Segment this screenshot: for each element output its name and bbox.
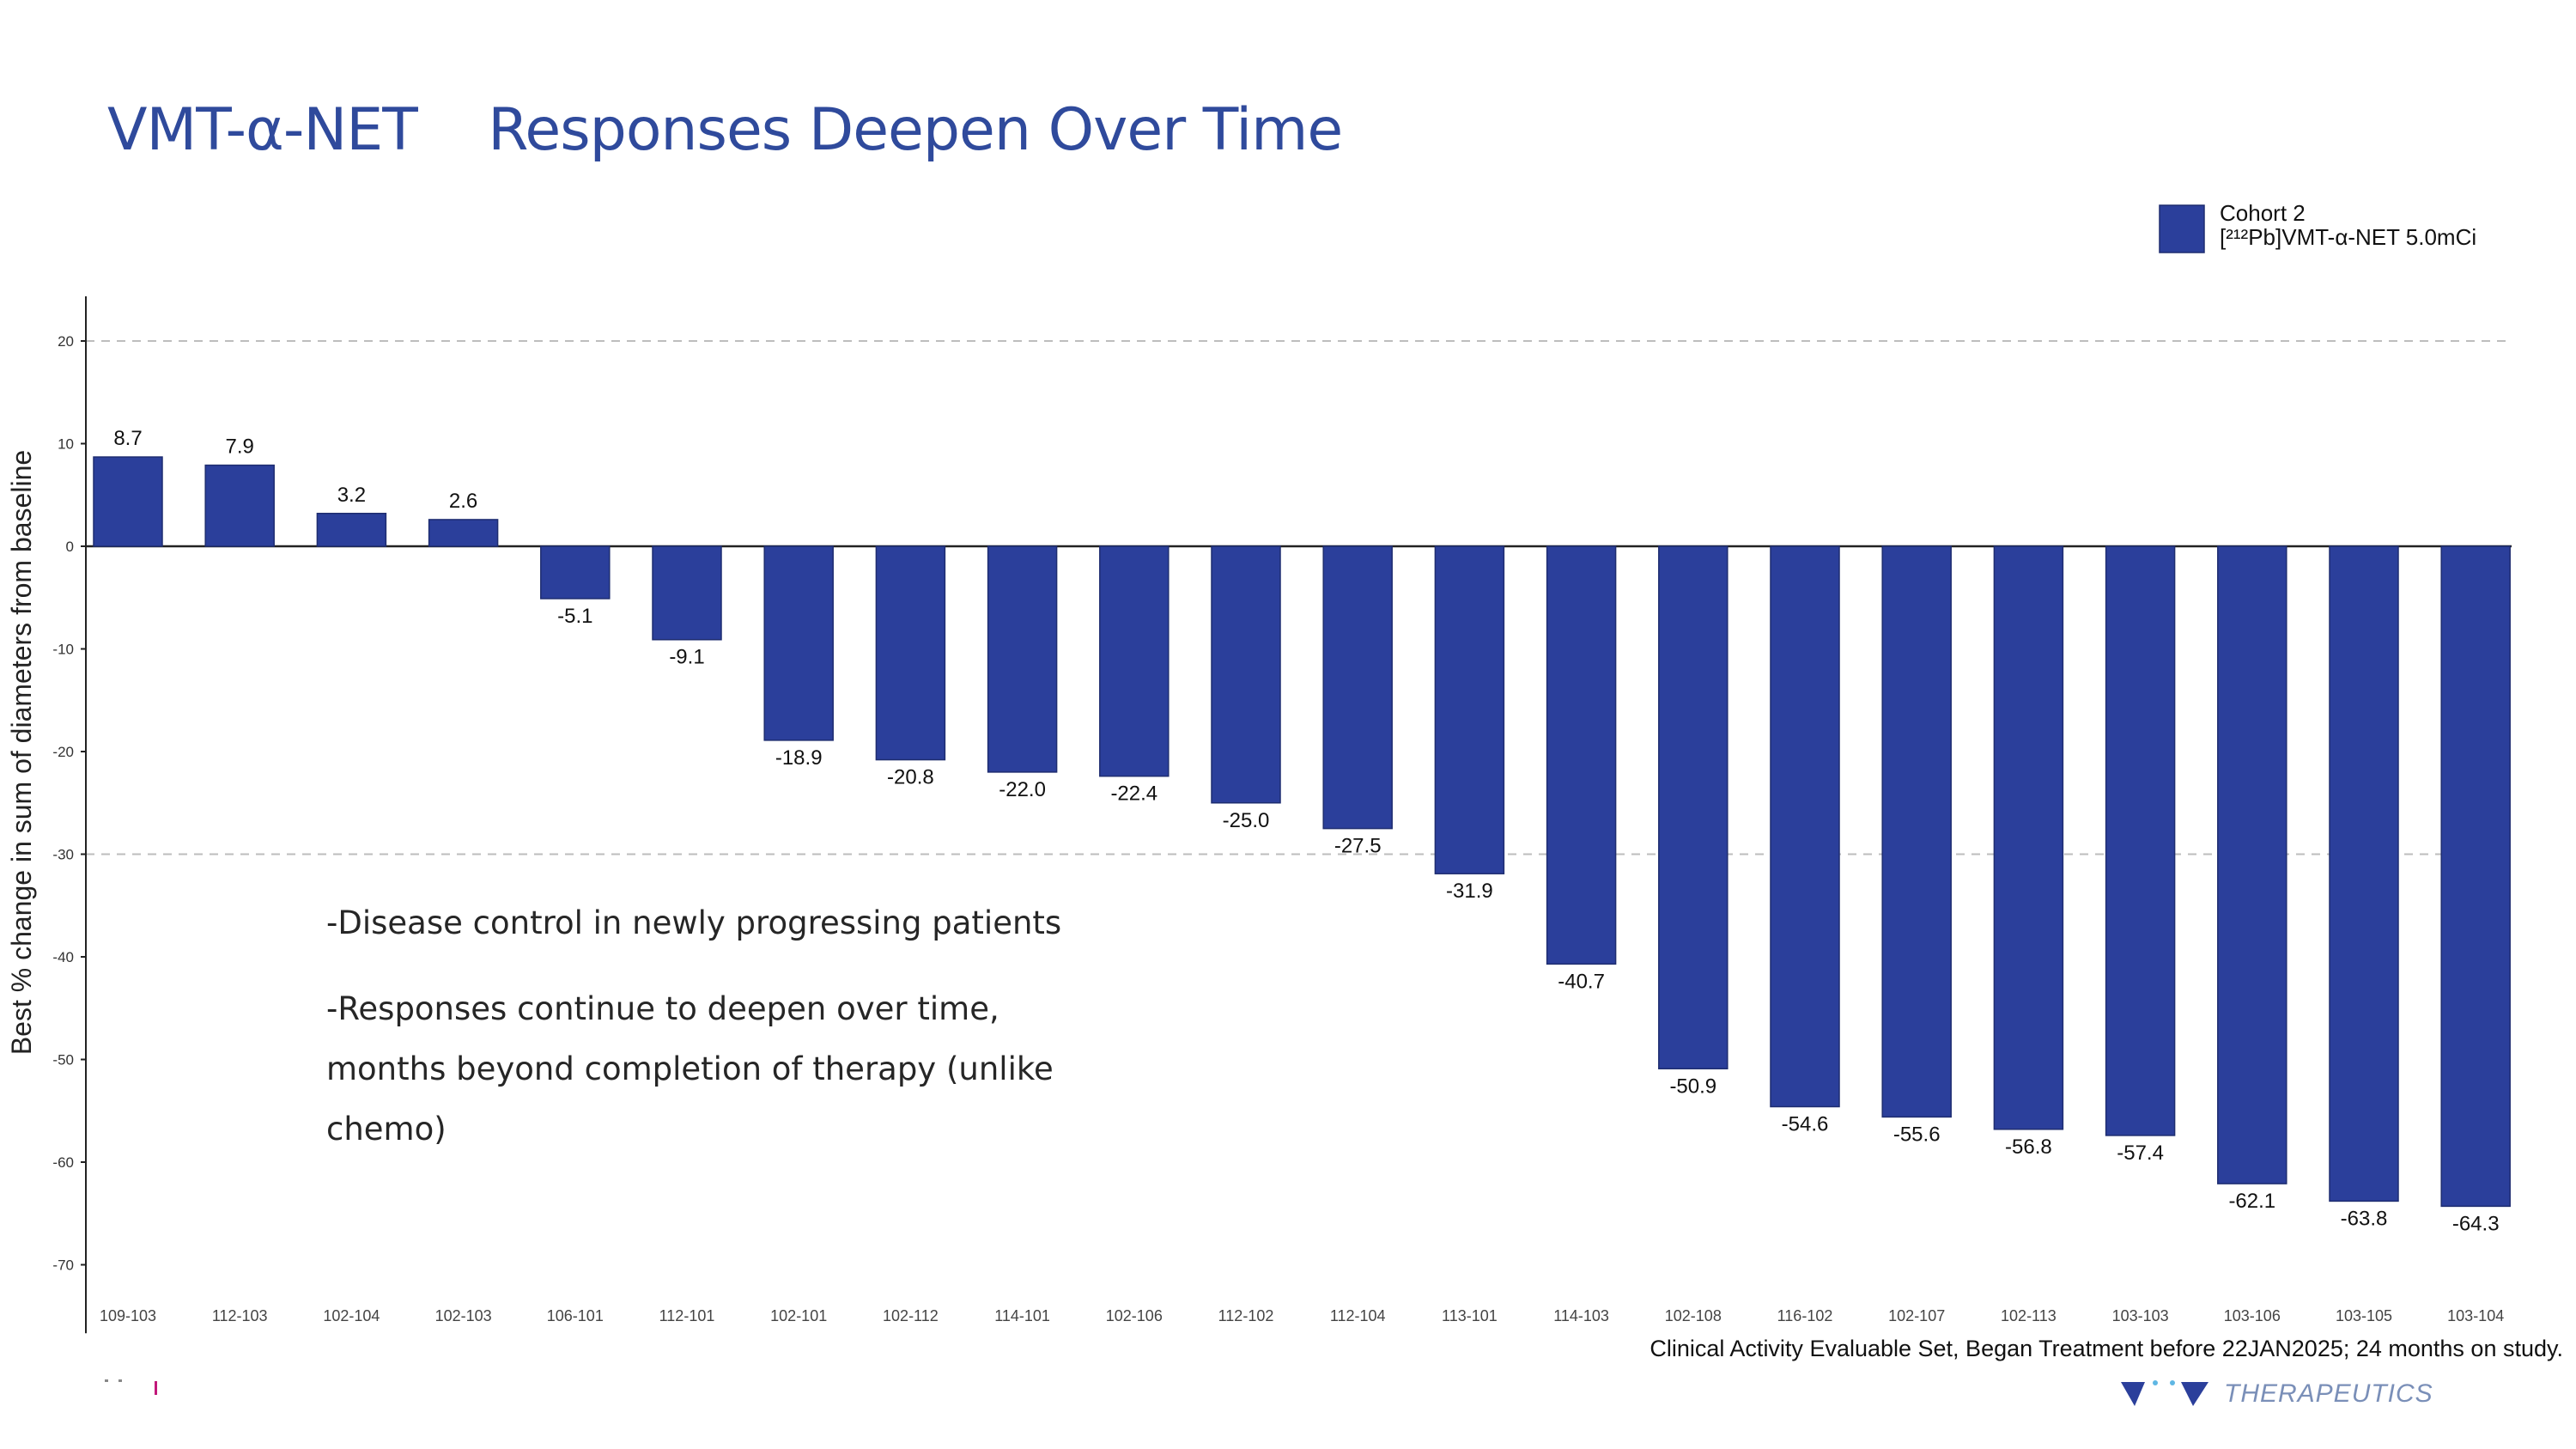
y-axis-ticks: 20 10 0 -10 -20 -30 -40 -50 -60 -70 — [52, 333, 86, 1274]
x-tick-label-112-104: 112-104 — [1330, 1307, 1386, 1324]
y-tick-label: 20 — [58, 333, 74, 350]
bar-103-105 — [2329, 545, 2399, 1202]
x-tick-label-114-101: 114-101 — [994, 1307, 1050, 1324]
bar-112-102 — [1211, 545, 1281, 804]
bar-112-103 — [204, 464, 275, 547]
data-label-114-101: -22.0 — [999, 778, 1046, 801]
bar-102-104 — [316, 513, 387, 547]
y-tick-label: -50 — [52, 1052, 74, 1068]
bar-102-106 — [1099, 545, 1170, 777]
x-tick-label-102-103: 102-103 — [435, 1307, 492, 1324]
x-tick-label-103-104: 103-104 — [2447, 1307, 2504, 1324]
x-tick-label-102-106: 102-106 — [1106, 1307, 1163, 1324]
bar-114-101 — [987, 545, 1058, 773]
reference-lines — [86, 340, 2512, 855]
bar-113-101 — [1434, 545, 1505, 874]
company-logo-icon — [2121, 1380, 2208, 1406]
footnote: Clinical Activity Evaluable Set, Began T… — [1649, 1336, 2563, 1361]
data-label-102-108: -50.9 — [1669, 1075, 1716, 1098]
bullet-list: -Disease control in newly progressing pa… — [326, 893, 1099, 1185]
legend-swatch — [2159, 204, 2205, 253]
bar-102-103 — [428, 519, 499, 547]
y-tick-label: -10 — [52, 642, 74, 658]
data-label-113-101: -31.9 — [1446, 880, 1493, 903]
bullet-responses-deepen: -Responses continue to deepen over time,… — [326, 990, 1054, 1148]
data-label-116-102: -54.6 — [1782, 1112, 1829, 1135]
data-label-102-112: -20.8 — [887, 766, 934, 789]
corner-mark-icon — [105, 1379, 157, 1395]
legend-label-line: Cohort 2 — [2220, 200, 2306, 226]
data-label-103-103: -57.4 — [2117, 1142, 2164, 1165]
slide-title: VMT-α-NET Responses Deepen Over Time — [107, 96, 1343, 164]
data-label-102-101: -18.9 — [775, 746, 823, 770]
x-tick-label-112-102: 112-102 — [1218, 1307, 1274, 1324]
x-tick-label-103-106: 103-106 — [2224, 1307, 2281, 1324]
x-tick-label-103-105: 103-105 — [2336, 1307, 2392, 1324]
bar-102-108 — [1658, 545, 1728, 1070]
logo-text: THERAPEUTICS — [2224, 1379, 2433, 1408]
x-tick-label-103-103: 103-103 — [2112, 1307, 2169, 1324]
data-label-102-107: -55.6 — [1893, 1123, 1941, 1146]
bar-112-104 — [1322, 545, 1393, 830]
x-tick-label-102-107: 102-107 — [1888, 1307, 1945, 1324]
data-label-106-101: -5.1 — [557, 605, 592, 628]
bar-103-103 — [2105, 545, 2176, 1136]
x-tick-label-112-103: 112-103 — [212, 1307, 268, 1324]
bar-102-113 — [1993, 545, 2064, 1130]
data-label-102-104: 3.2 — [337, 484, 366, 507]
x-tick-label-106-101: 106-101 — [547, 1307, 604, 1324]
x-tick-label-113-101: 113-101 — [1442, 1307, 1498, 1324]
bar-112-101 — [652, 545, 722, 641]
x-tick-label-114-103: 114-103 — [1553, 1307, 1609, 1324]
x-tick-label-102-104: 102-104 — [323, 1307, 380, 1324]
x-axis-labels: 109-103 112-103 102-104 102-103 106-101 112-1… — [100, 1307, 2504, 1324]
data-label-103-105: -63.8 — [2341, 1207, 2388, 1230]
y-axis-label: Best % change in sum of diameters from b… — [6, 450, 37, 1055]
data-label-103-104: -64.3 — [2452, 1212, 2500, 1235]
company-logo: THERAPEUTICS — [2119, 1373, 2433, 1416]
data-label-114-103: -40.7 — [1558, 970, 1605, 993]
bar-102-112 — [875, 545, 946, 761]
data-label-103-106: -62.1 — [2228, 1190, 2275, 1213]
x-tick-label-102-113: 102-113 — [2001, 1307, 2057, 1324]
bar-109-103 — [93, 456, 163, 547]
x-tick-label-112-101: 112-101 — [659, 1307, 715, 1324]
data-label-112-102: -25.0 — [1223, 809, 1270, 832]
data-label-102-106: -22.4 — [1110, 782, 1157, 806]
data-label-102-103: 2.6 — [449, 490, 477, 513]
bar-103-104 — [2440, 545, 2511, 1208]
y-tick-label: -70 — [52, 1257, 74, 1274]
x-tick-label-116-102: 116-102 — [1777, 1307, 1833, 1324]
x-tick-label-102-112: 102-112 — [883, 1307, 939, 1324]
y-tick-label: 10 — [58, 436, 74, 453]
data-label-109-103: 8.7 — [113, 427, 142, 450]
bars: 8.7 7.9 3.2 2.6 -5.1 -9.1 -18.9 -20.8 -22.0 -22.4… — [93, 427, 2511, 1235]
legend-label-line: [²¹²Pb]VMT-α-NET 5.0mCi — [2220, 224, 2476, 250]
legend: Cohort 2[²¹²Pb]VMT-α-NET 5.0mCi — [2159, 200, 2476, 253]
bar-114-103 — [1546, 545, 1617, 965]
data-label-112-103: 7.9 — [226, 435, 254, 459]
x-tick-label-102-101: 102-101 — [770, 1307, 827, 1324]
x-tick-label-102-108: 102-108 — [1665, 1307, 1722, 1324]
bar-103-106 — [2217, 545, 2287, 1184]
y-tick-label: 0 — [66, 539, 74, 555]
bar-116-102 — [1770, 545, 1840, 1108]
y-tick-label: -60 — [52, 1154, 74, 1171]
data-label-112-104: -27.5 — [1334, 835, 1382, 858]
y-tick-label: -20 — [52, 744, 74, 760]
y-tick-label: -30 — [52, 847, 74, 863]
y-tick-label: -40 — [52, 949, 74, 965]
x-tick-label-109-103: 109-103 — [100, 1307, 156, 1324]
bullet-disease-control: -Disease control in newly progressing pa… — [326, 904, 1062, 941]
bar-102-107 — [1881, 545, 1952, 1118]
data-label-102-113: -56.8 — [2005, 1135, 2052, 1159]
bar-102-101 — [763, 545, 834, 741]
data-label-112-101: -9.1 — [669, 646, 704, 669]
bar-106-101 — [540, 545, 611, 600]
